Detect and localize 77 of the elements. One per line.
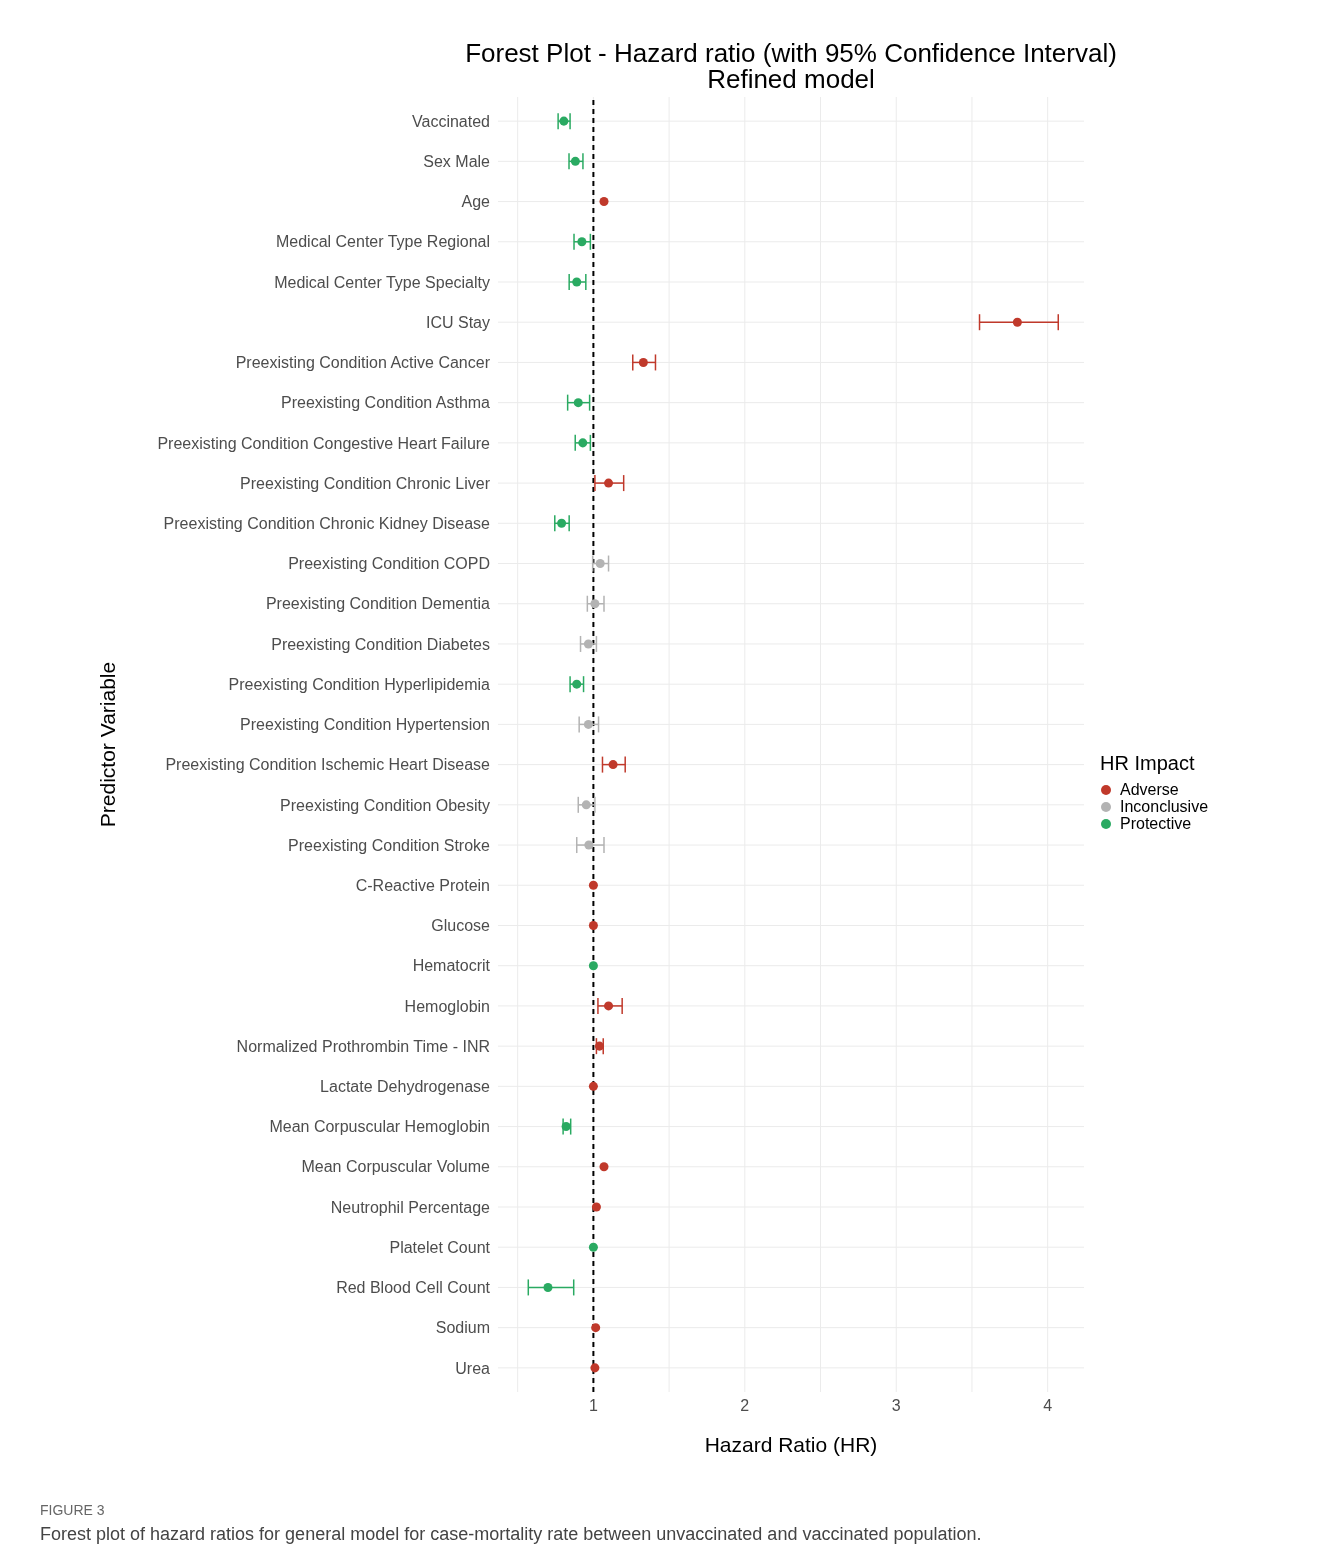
point [583, 639, 593, 649]
point [559, 116, 569, 126]
point [599, 197, 609, 207]
chart-title: Forest Plot - Hazard ratio (with 95% Confidence Interval) [464, 38, 1118, 68]
text: Forest plot of hazard ratios for general model for case-mortality rate between unvaccinated and vaccinated population. [40, 1524, 983, 1545]
y-tick-label: Urea [455, 1359, 491, 1377]
x-axis-title: Hazard Ratio (HR) [704, 1433, 878, 1456]
x-tick-label: 1 [588, 1397, 598, 1415]
point [572, 679, 582, 689]
point [590, 599, 600, 609]
x-tick-label: 3 [891, 1397, 901, 1415]
y-tick-label: Vaccinated [412, 112, 490, 130]
point [604, 478, 614, 488]
point [588, 1242, 598, 1252]
y-tick-label: Preexisting Condition Ischemic Heart Disease [165, 756, 491, 774]
point [590, 1363, 600, 1373]
point [561, 1122, 571, 1132]
y-tick-label: Preexisting Condition Diabetes [271, 635, 490, 653]
y-tick-label: Preexisting Condition Hypertension [240, 716, 490, 734]
y-tick-label: Preexisting Condition COPD [288, 555, 490, 573]
legend-label: Adverse [1120, 781, 1179, 798]
point [1012, 317, 1022, 327]
legend-label: Inconclusive [1120, 798, 1209, 815]
point [594, 1041, 604, 1051]
point [588, 961, 598, 971]
point [591, 1202, 601, 1212]
caption: FIGURE 3 [40, 1502, 106, 1518]
y-tick-label: Preexisting Condition Active Cancer [235, 354, 491, 372]
point [572, 277, 582, 287]
y-tick-label: Preexisting Condition Chronic Liver [240, 474, 491, 492]
y-tick-label: Preexisting Condition Dementia [265, 595, 491, 613]
y-tick-label: Mean Corpuscular Volume [301, 1158, 491, 1176]
y-tick-label: Medical Center Type Specialty [274, 273, 490, 291]
y-tick-label: Normalized Prothrombin Time - INR [236, 1037, 490, 1055]
y-tick-label: Sex Male [423, 153, 491, 171]
y-tick-label: Medical Center Type Regional [275, 233, 490, 251]
point [543, 1282, 553, 1292]
y-tick-label: ICU Stay [425, 313, 490, 331]
point [577, 237, 587, 247]
point [570, 156, 580, 166]
point [608, 760, 618, 770]
point [581, 800, 591, 810]
y-axis-title: Predictor Variable [96, 661, 120, 828]
y-tick-label: C-Reactive Protein [355, 876, 490, 894]
point [573, 398, 583, 408]
y-tick-label: Neutrophil Percentage [330, 1198, 491, 1216]
legend-label: Protective [1120, 815, 1192, 832]
y-tick-label: Preexisting Condition Asthma [281, 394, 491, 412]
y-tick-label: Preexisting Condition Chronic Kidney Disease [163, 514, 491, 532]
y-tick-label: Preexisting Condition Stroke [288, 836, 491, 854]
point [591, 1323, 601, 1333]
point [588, 920, 598, 930]
legend-title: HR Impact [1100, 752, 1196, 775]
point [557, 518, 567, 528]
point [583, 719, 593, 729]
point [638, 357, 648, 367]
point [578, 438, 588, 448]
y-tick-label: Hemoglobin [404, 997, 490, 1015]
point [595, 559, 605, 569]
point [584, 840, 594, 850]
y-tick-label: Platelet Count [389, 1238, 491, 1256]
y-tick-label: Preexisting Condition Congestive Heart Failure [157, 434, 491, 452]
y-tick-label: Hematocrit [412, 957, 491, 975]
y-tick-label: Lactate Dehydrogenase [320, 1078, 491, 1096]
y-tick-label: Age [461, 193, 491, 211]
point [599, 1162, 609, 1172]
point [588, 1081, 598, 1091]
y-tick-label: Mean Corpuscular Hemoglobin [269, 1118, 490, 1136]
y-tick-label: Preexisting Condition Hyperlipidemia [228, 675, 491, 693]
x-tick-label: 2 [740, 1397, 750, 1415]
x-tick-label: 4 [1043, 1397, 1053, 1415]
y-tick-label: Sodium [435, 1319, 490, 1337]
point [588, 880, 598, 890]
y-tick-label: Red Blood Cell Count [336, 1279, 491, 1297]
y-tick-label: Preexisting Condition Obesity [280, 796, 490, 814]
y-tick-label: Glucose [431, 917, 491, 935]
point [604, 1001, 614, 1011]
